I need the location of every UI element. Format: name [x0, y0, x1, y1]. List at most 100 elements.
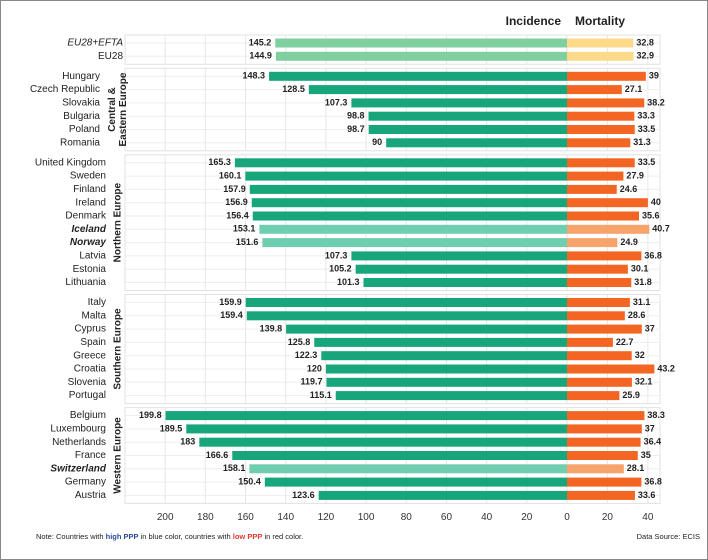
mortality-value-label: 35.6: [642, 210, 660, 220]
category-label: Norway: [70, 237, 107, 248]
incidence-value-label: 107.3: [325, 250, 348, 260]
incidence-value-label: 145.2: [249, 37, 272, 47]
category-label: Luxembourg: [50, 424, 106, 435]
incidence-bar: [386, 138, 567, 148]
category-label: Greece: [73, 350, 106, 361]
mortality-bar: [567, 391, 620, 401]
incidence-value-label: 125.8: [288, 337, 311, 347]
mortality-value-label: 39: [649, 71, 659, 81]
mortality-bar: [567, 351, 632, 361]
mortality-value-label: 28.6: [628, 310, 646, 320]
category-label: Ireland: [75, 197, 106, 208]
mortality-bar: [567, 238, 618, 248]
incidence-bar: [308, 85, 567, 95]
incidence-bar: [252, 211, 567, 221]
mortality-bar: [567, 211, 639, 221]
mortality-value-label: 33.3: [637, 111, 655, 121]
category-label: Poland: [69, 124, 100, 135]
mortality-bar: [567, 490, 635, 500]
group-label: Eastern Europe: [118, 72, 129, 146]
mortality-value-label: 33.5: [638, 124, 656, 134]
mortality-value-label: 35: [641, 450, 651, 460]
category-label: Denmark: [65, 211, 107, 222]
category-label: Croatia: [74, 364, 107, 375]
mortality-value-label: 31.1: [633, 297, 651, 307]
incidence-value-label: 139.8: [260, 323, 283, 333]
incidence-value-label: 156.9: [225, 197, 248, 207]
incidence-value-label: 150.4: [238, 476, 261, 486]
note-part: in blue color, countries with: [139, 532, 233, 541]
incidence-value-label: 153.1: [233, 224, 256, 234]
mortality-value-label: 36.8: [644, 476, 662, 486]
incidence-value-label: 165.3: [208, 157, 231, 167]
category-label: Portugal: [69, 390, 106, 401]
incidence-bar: [314, 337, 567, 347]
incidence-value-label: 158.1: [223, 463, 246, 473]
incidence-value-label: 90: [372, 137, 382, 147]
category-label: France: [75, 450, 107, 461]
incidence-value-label: 119.7: [300, 377, 322, 387]
category-label: Estonia: [73, 264, 107, 275]
category-label: Sweden: [70, 171, 106, 182]
incidence-value-label: 183: [180, 437, 195, 447]
mortality-bar: [567, 85, 622, 95]
mortality-value-label: 24.9: [620, 237, 638, 247]
incidence-value-label: 166.6: [206, 450, 229, 460]
incidence-value-label: 151.6: [236, 237, 259, 247]
incidence-value-label: 107.3: [325, 97, 348, 107]
incidence-value-label: 199.8: [139, 410, 162, 420]
mortality-bar: [567, 477, 642, 487]
category-label: Lithuania: [65, 277, 106, 288]
incidence-bar: [245, 298, 567, 307]
x-tick-label: 100: [358, 512, 375, 523]
incidence-bar: [259, 224, 567, 234]
mortality-bar: [567, 311, 625, 321]
mortality-value-label: 24.6: [620, 184, 638, 194]
x-tick-label: 180: [197, 512, 214, 523]
category-label: Romania: [60, 137, 100, 148]
category-label: EU28: [98, 51, 123, 62]
mortality-value-label: 28.1: [627, 463, 645, 473]
category-label: Latvia: [79, 251, 106, 262]
incidence-bar: [251, 198, 568, 208]
x-tick-label: 60: [441, 512, 453, 523]
incidence-bar: [234, 158, 567, 168]
mortality-value-label: 32.8: [636, 37, 654, 47]
incidence-bar: [232, 451, 567, 460]
incidence-bar: [249, 184, 568, 194]
category-label: Italy: [88, 297, 106, 308]
incidence-bar: [286, 324, 567, 334]
category-label: Switzerland: [50, 463, 106, 474]
category-label: Iceland: [72, 224, 107, 235]
incidence-bar: [351, 98, 567, 108]
category-label: EU28+EFTA: [67, 38, 123, 49]
mortality-value-label: 36.8: [644, 250, 662, 260]
mortality-value-label: 37: [645, 423, 655, 433]
incidence-bar: [363, 278, 567, 287]
mortality-bar: [567, 198, 648, 208]
incidence-value-label: 128.5: [282, 84, 305, 94]
incidence-bar: [368, 125, 567, 134]
mortality-value-label: 32.9: [637, 51, 655, 61]
incidence-bar: [318, 490, 567, 500]
incidence-bar: [355, 264, 567, 274]
mortality-bar: [567, 125, 635, 134]
mortality-value-label: 32.1: [635, 377, 653, 387]
incidence-bar: [275, 38, 567, 48]
category-label: Spain: [80, 337, 106, 348]
mortality-bar: [567, 337, 613, 347]
mortality-bar: [567, 138, 631, 148]
incidence-value-label: 115.1: [310, 390, 332, 400]
mortality-bar: [567, 51, 634, 61]
mortality-value-label: 33.6: [638, 490, 656, 500]
mortality-bar: [567, 184, 617, 194]
panel: [124, 67, 661, 152]
incidence-value-label: 105.2: [329, 264, 352, 274]
incidence-bar: [199, 437, 567, 447]
mortality-bar: [567, 411, 645, 421]
incidence-value-label: 98.8: [347, 111, 365, 121]
note-part: low PPP: [233, 532, 263, 541]
x-tick-label: 20: [602, 512, 614, 523]
incidence-bar: [246, 311, 567, 321]
category-label: Czech Republic: [30, 84, 100, 95]
